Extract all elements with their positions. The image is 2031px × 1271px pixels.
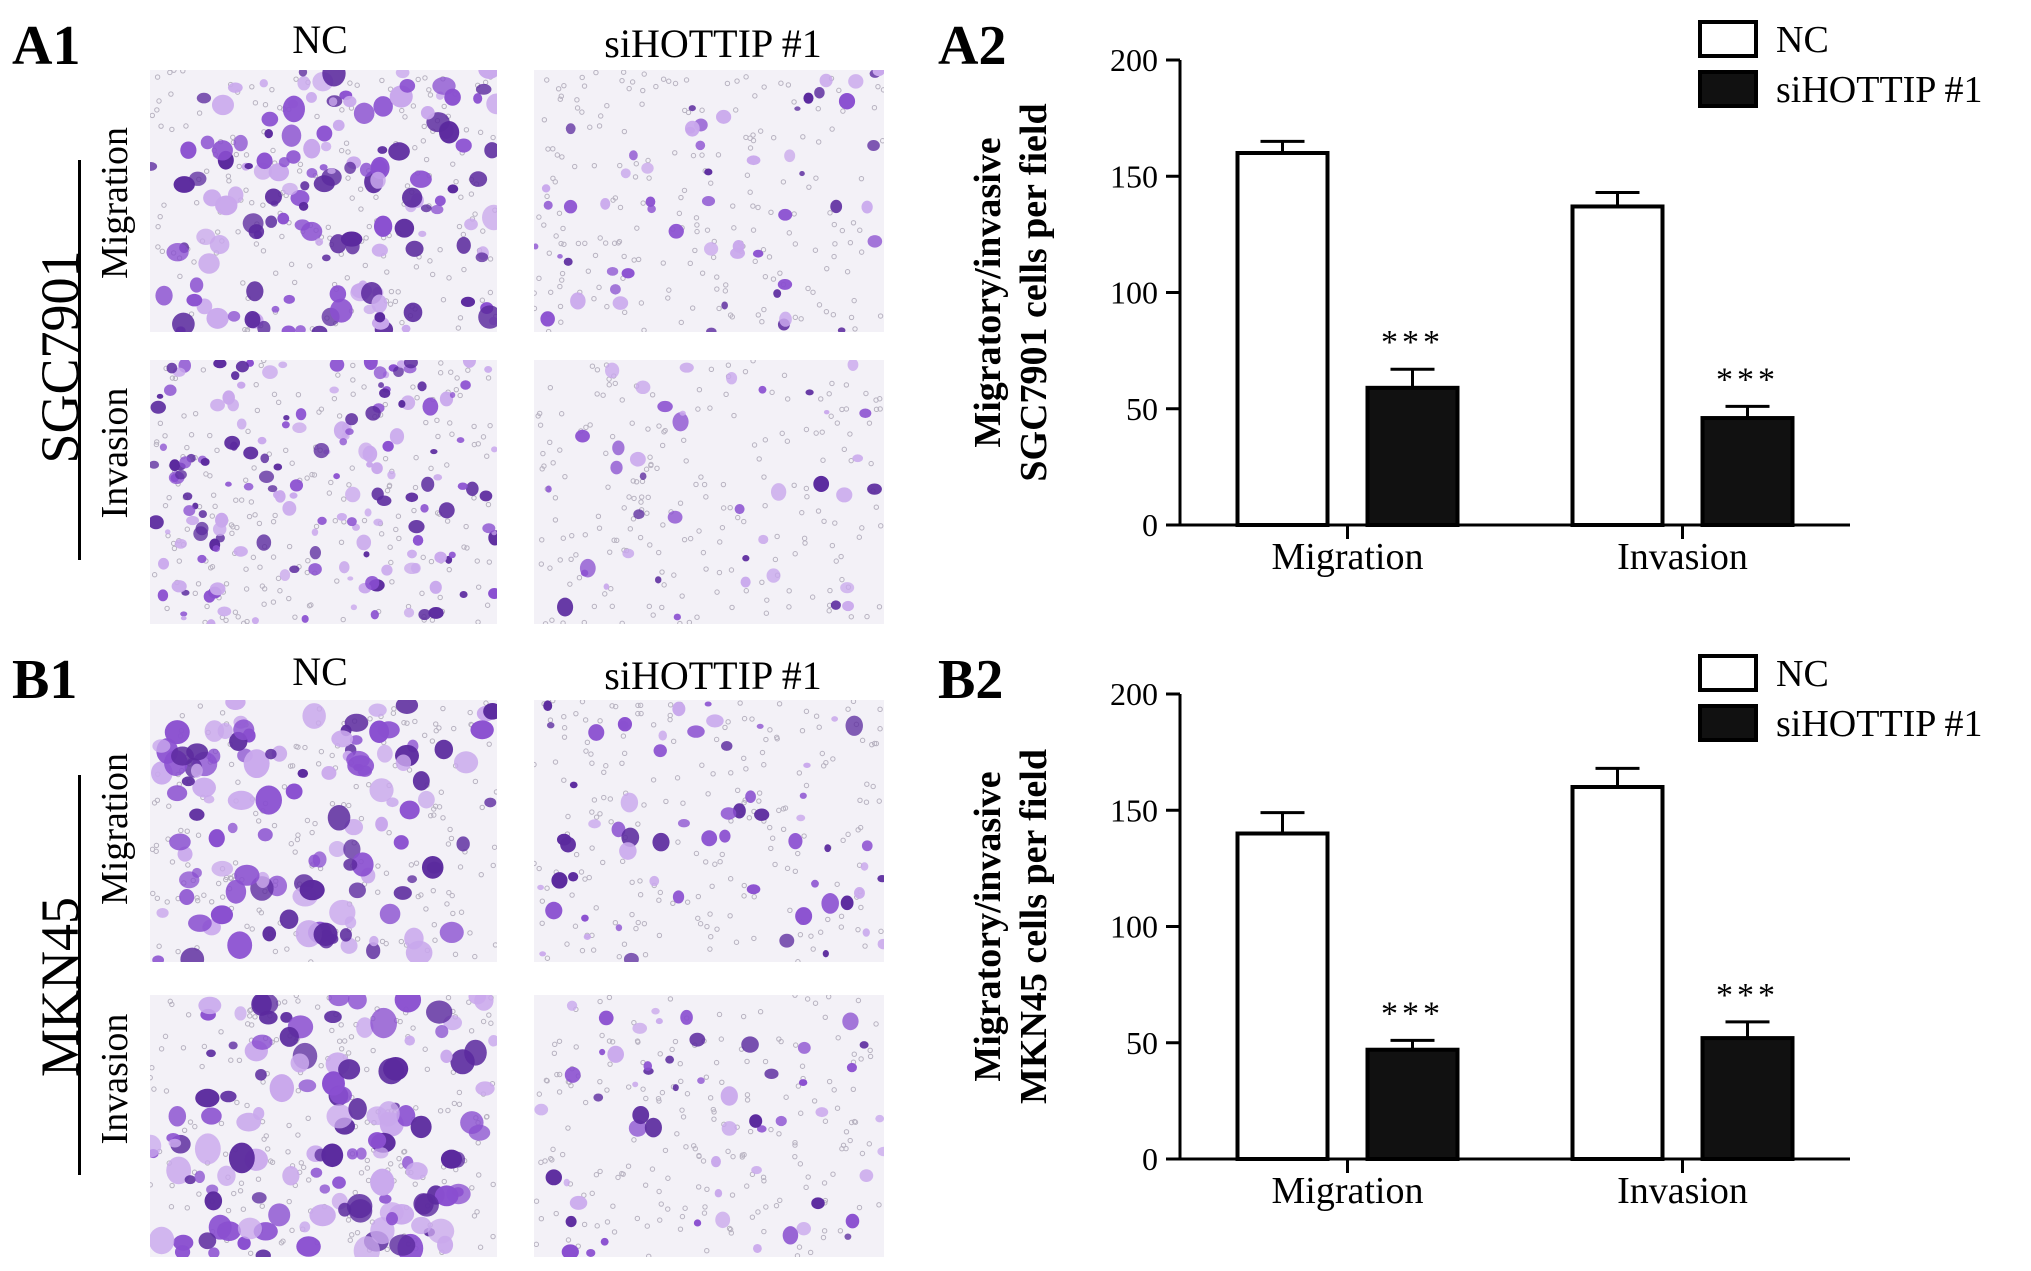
row-label-migration: Migration (94, 127, 136, 279)
y-tick-label: 100 (1110, 909, 1158, 945)
column-label-sihottip: siHOTTIP #1 (604, 21, 822, 66)
legend-label: siHOTTIP #1 (1776, 69, 1983, 111)
significance-mark: *** (1381, 324, 1444, 361)
micrograph-mkn45-si-invasion (534, 995, 884, 1257)
legend-swatch (1698, 704, 1758, 742)
y-tick-label: 150 (1110, 792, 1158, 828)
bar-chart-a2: 0 50 100 150 200 Migratory/invasive SGC7901 ce… (930, 0, 2031, 620)
micrograph-sgc7901-nc-invasion (150, 360, 497, 624)
y-axis-label: Migratory/invasive SGC7901 cells per fiel… (967, 103, 1055, 481)
x-tick-label: Invasion (1617, 536, 1748, 578)
row-divider-line (78, 160, 81, 560)
x-tick-label: Migration (1272, 1170, 1424, 1212)
y-tick-label: 50 (1126, 1025, 1158, 1061)
row-label-migration: Migration (94, 753, 136, 905)
y-tick-label: 50 (1126, 391, 1158, 427)
panel-label-b2: B2 (938, 649, 1004, 711)
legend-swatch (1698, 20, 1758, 58)
bar-sihottip-migration (1365, 385, 1460, 528)
bar-sihottip-invasion (1700, 1036, 1795, 1162)
legend-label: siHOTTIP #1 (1776, 703, 1983, 745)
bar-sihottip-invasion (1700, 416, 1795, 527)
significance-mark: *** (1381, 995, 1444, 1032)
panel-label-b1: B1 (12, 649, 78, 711)
bar-nc-migration (1235, 831, 1330, 1161)
significance-mark: *** (1716, 977, 1779, 1014)
legend-label: NC (1776, 19, 1829, 61)
y-tick-label: 0 (1142, 507, 1158, 543)
micrograph-sgc7901-si-invasion (534, 360, 884, 624)
panel-label-a1: A1 (12, 15, 81, 77)
micrograph-mkn45-nc-invasion (150, 995, 497, 1257)
significance-mark: *** (1716, 361, 1779, 398)
micrograph-mkn45-si-migration (534, 700, 884, 962)
micrograph-sgc7901-si-migration (534, 70, 884, 332)
y-tick-label: 100 (1110, 275, 1158, 311)
column-label-sihottip: siHOTTIP #1 (604, 653, 822, 698)
column-label-nc: NC (292, 649, 348, 694)
bar-sihottip-migration (1365, 1047, 1460, 1162)
column-label-nc: NC (292, 17, 348, 62)
row-label-invasion: Invasion (94, 387, 136, 519)
legend-swatch (1698, 70, 1758, 108)
row-label-invasion: Invasion (94, 1013, 136, 1145)
micrograph-sgc7901-nc-migration (150, 70, 497, 332)
x-tick-label: Migration (1272, 536, 1424, 578)
bar-nc-invasion (1570, 785, 1665, 1161)
y-tick-label: 150 (1110, 158, 1158, 194)
bar-nc-invasion (1570, 204, 1665, 527)
micrograph-mkn45-nc-migration (150, 700, 497, 962)
row-divider-line (78, 775, 81, 1175)
y-tick-label: 0 (1142, 1141, 1158, 1177)
legend-label: NC (1776, 653, 1829, 695)
panel-label-a2: A2 (938, 15, 1007, 77)
legend-swatch (1698, 654, 1758, 692)
x-tick-label: Invasion (1617, 1170, 1748, 1212)
bar-chart-b2: 0 50 100 150 200 Migratory/invasive MKN45 cell… (930, 634, 2031, 1271)
bar-nc-migration (1235, 151, 1330, 527)
y-tick-label: 200 (1110, 676, 1158, 712)
y-tick-label: 200 (1110, 42, 1158, 78)
y-axis-label: Migratory/invasive MKN45 cells per field (967, 749, 1055, 1104)
